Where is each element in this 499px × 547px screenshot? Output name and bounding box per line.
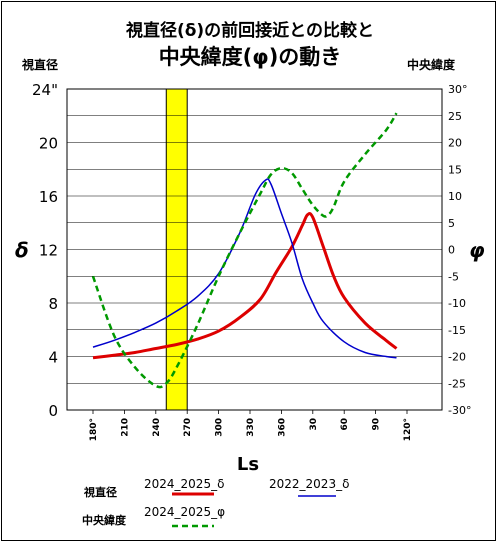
right-tick-label: -25 — [448, 377, 466, 390]
right-tick-label: 15 — [448, 163, 462, 176]
left-tick-label: 8 — [48, 295, 58, 313]
chart-svg: 視直径(δ)の前回接近との比較と 中央緯度(φ)の動き 視直径 中央緯度 δ φ… — [15, 20, 485, 528]
left-tick-label: 4 — [48, 349, 58, 367]
x-tick-label: 210 — [120, 418, 130, 437]
right-tick-label: -5 — [448, 270, 459, 283]
right-tick-label: 25 — [448, 110, 462, 123]
right-tick-label: -10 — [448, 297, 466, 310]
right-tick-label: 0 — [448, 244, 455, 257]
series-line-2024_2025_φ — [91, 112, 398, 389]
legend-text-2024-phi: 2024_2025_φ — [144, 505, 225, 519]
x-tick-labels: 180° 210 240 270 300 330 360 30 60 90 120° — [89, 418, 413, 441]
x-tick-label: 60 — [340, 418, 350, 431]
x-tick-label: 180° — [89, 418, 99, 441]
right-axis-symbol: φ — [469, 238, 485, 262]
x-tick-label: 90 — [372, 418, 382, 431]
chart-title-line1: 視直径(δ)の前回接近との比較と — [125, 20, 374, 41]
right-tick-label: 20 — [448, 137, 462, 150]
right-tick-label: -15 — [448, 324, 466, 337]
highlight-vertical-lines — [165, 89, 188, 410]
legend-text-2024-delta: 2024_2025_δ — [144, 477, 224, 491]
legend-text-2022-delta: 2022_2023_δ — [269, 477, 349, 491]
right-tick-label: 5 — [448, 217, 455, 230]
x-tick-label: 360 — [277, 418, 287, 437]
x-tick-label: 330 — [246, 418, 256, 437]
series-line-2022_2023_δ — [92, 178, 397, 359]
series-lines — [91, 112, 398, 389]
x-tick-label: 240 — [152, 418, 162, 437]
left-axis-title: 視直径 — [21, 57, 58, 72]
x-tick-label: 30 — [309, 418, 319, 431]
left-tick-labels: 0 4 8 12 16 20 24" — [32, 81, 58, 420]
left-tick-label: 16 — [39, 188, 58, 206]
right-tick-label: 30° — [448, 83, 468, 96]
grid-lines — [67, 88, 442, 414]
left-tick-label: 24" — [32, 81, 58, 99]
x-tick-label: 270 — [183, 418, 193, 437]
left-tick-label: 12 — [39, 242, 58, 260]
legend-row-label-diameter: 視直径 — [83, 485, 117, 499]
x-tick-label: 300 — [215, 418, 225, 437]
right-tick-label: -30° — [448, 404, 471, 417]
chart-frame: 視直径(δ)の前回接近との比較と 中央緯度(φ)の動き 視直径 中央緯度 δ φ… — [1, 1, 496, 541]
right-tick-label: -20 — [448, 351, 466, 364]
left-tick-label: 20 — [39, 135, 58, 153]
right-tick-labels: -30° -25 -20 -15 -10 -5 0 5 10 15 20 25 30° — [448, 83, 471, 417]
left-axis-symbol: δ — [15, 238, 29, 262]
x-tick-label: 120° — [403, 418, 413, 441]
x-axis-title: Ls — [237, 454, 259, 475]
plot-border — [66, 88, 443, 411]
legend: 視直径 2024_2025_δ 2022_2023_δ 中央緯度 2024_20… — [82, 477, 349, 528]
left-tick-label: 0 — [48, 402, 58, 420]
legend-row-label-latitude: 中央緯度 — [82, 513, 127, 527]
series-line-2024_2025_δ — [92, 212, 398, 360]
right-tick-label: 10 — [448, 190, 462, 203]
right-axis-title: 中央緯度 — [407, 57, 456, 72]
chart-title-line2: 中央緯度(φ)の動き — [159, 45, 342, 69]
